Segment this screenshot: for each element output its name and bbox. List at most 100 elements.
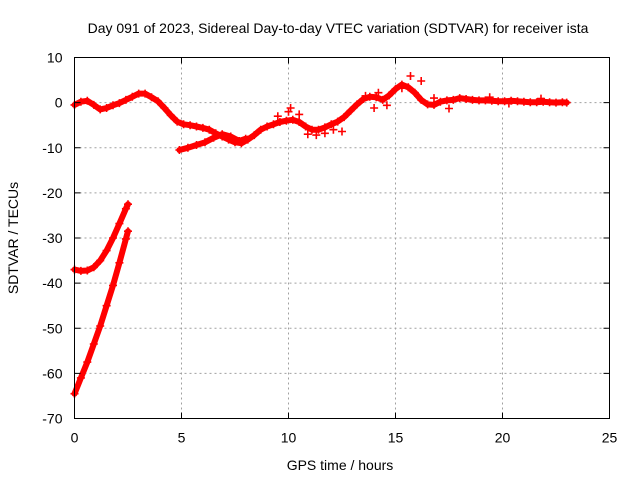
- data-point: [353, 100, 361, 109]
- data-point: [417, 77, 426, 85]
- data-point: [301, 122, 310, 131]
- data-point: [295, 110, 304, 119]
- data-point: [449, 95, 458, 104]
- data-point: [314, 125, 323, 134]
- y-tick-label: -40: [42, 275, 62, 291]
- x-tick-label: 0: [71, 430, 79, 446]
- data-series: [70, 72, 571, 398]
- data-point: [175, 146, 184, 154]
- data-point: [198, 123, 207, 132]
- y-tick-label: -50: [42, 320, 62, 336]
- data-point: [76, 373, 85, 382]
- data-point: [102, 104, 111, 112]
- y-tick-label: -70: [42, 411, 62, 427]
- data-point: [102, 301, 111, 310]
- data-point: [445, 104, 453, 113]
- data-point: [273, 112, 282, 121]
- data-point: [121, 95, 130, 104]
- data-point: [186, 121, 195, 130]
- data-point: [121, 204, 130, 213]
- data-point: [205, 125, 214, 134]
- y-tick-label: 0: [55, 95, 63, 111]
- y-axis-label: SDTVAR / TECUs: [5, 182, 21, 294]
- series-spread-spikes: [273, 72, 545, 140]
- data-point: [250, 131, 259, 140]
- data-point: [282, 116, 291, 125]
- data-point: [378, 95, 387, 104]
- data-point: [333, 117, 342, 126]
- data-point: [109, 234, 117, 242]
- data-point: [96, 322, 105, 330]
- data-point: [201, 138, 209, 147]
- series-trace: [71, 228, 131, 397]
- data-point: [269, 120, 278, 129]
- data-point: [160, 104, 169, 112]
- x-tick-label: 5: [178, 430, 186, 446]
- data-point: [372, 93, 381, 102]
- data-point: [166, 111, 175, 120]
- data-point: [504, 99, 513, 108]
- data-point: [154, 97, 162, 106]
- data-point: [102, 246, 111, 255]
- data-point: [89, 340, 98, 348]
- data-point: [89, 263, 98, 272]
- y-tick-label: -10: [42, 140, 62, 156]
- y-tick-label: -60: [42, 365, 62, 381]
- data-point: [96, 105, 105, 114]
- data-point: [192, 122, 201, 131]
- data-point: [385, 91, 394, 100]
- series-main-band: [70, 80, 571, 148]
- data-point: [295, 118, 304, 126]
- data-point: [397, 84, 406, 93]
- data-point: [430, 100, 438, 109]
- data-point: [83, 358, 92, 367]
- data-point: [141, 89, 150, 98]
- data-point: [235, 137, 244, 145]
- data-point: [562, 98, 571, 107]
- data-point: [121, 234, 130, 243]
- data-point: [83, 266, 92, 275]
- axis-ticks: 0 5 10 15 20 25 -70 -60 -50 -40 -30 -20 -10 0 10: [42, 50, 617, 446]
- data-point: [263, 122, 272, 131]
- data-point: [256, 125, 265, 134]
- data-point: [485, 93, 494, 102]
- data-point: [391, 85, 400, 94]
- data-point: [109, 281, 117, 290]
- data-point: [404, 83, 413, 92]
- data-point: [128, 92, 137, 101]
- data-point: [115, 258, 124, 267]
- data-point: [76, 97, 85, 106]
- data-point: [537, 94, 545, 103]
- data-point: [410, 88, 419, 97]
- data-point: [340, 113, 349, 122]
- data-point: [241, 134, 250, 143]
- data-point: [179, 120, 188, 129]
- data-point: [320, 129, 329, 138]
- data-point: [361, 91, 370, 100]
- data-point: [382, 101, 391, 110]
- data-point: [329, 125, 338, 134]
- data-point: [209, 133, 218, 142]
- data-point: [417, 95, 426, 104]
- y-tick-label: -30: [42, 230, 62, 246]
- data-point: [303, 130, 312, 139]
- data-point: [96, 256, 105, 265]
- data-point: [338, 127, 346, 136]
- series-lower-branch: [175, 130, 250, 154]
- data-point: [436, 97, 445, 106]
- data-point: [430, 94, 438, 103]
- data-point: [115, 219, 124, 228]
- data-point: [183, 143, 192, 152]
- data-point: [147, 93, 156, 102]
- data-point: [124, 227, 132, 236]
- data-point: [109, 101, 117, 110]
- x-tick-label: 10: [281, 430, 297, 446]
- data-point: [370, 104, 379, 112]
- data-point: [115, 99, 124, 108]
- data-point: [327, 120, 336, 129]
- data-point: [192, 141, 201, 149]
- data-point: [83, 96, 92, 105]
- data-point: [346, 106, 355, 115]
- data-point: [89, 100, 98, 109]
